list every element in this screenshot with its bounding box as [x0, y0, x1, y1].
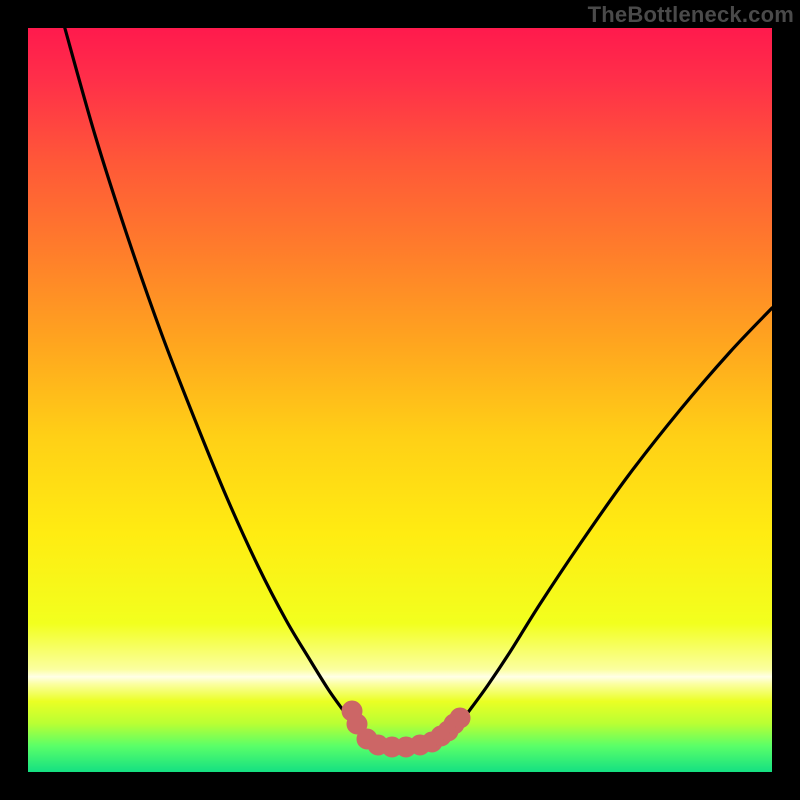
bottleneck-curve-chart — [0, 0, 800, 800]
chart-frame: { "watermark": { "text": "TheBottleneck.… — [0, 0, 800, 800]
marker-point — [450, 708, 470, 728]
plot-background — [28, 28, 772, 772]
watermark-text: TheBottleneck.com — [588, 2, 794, 28]
